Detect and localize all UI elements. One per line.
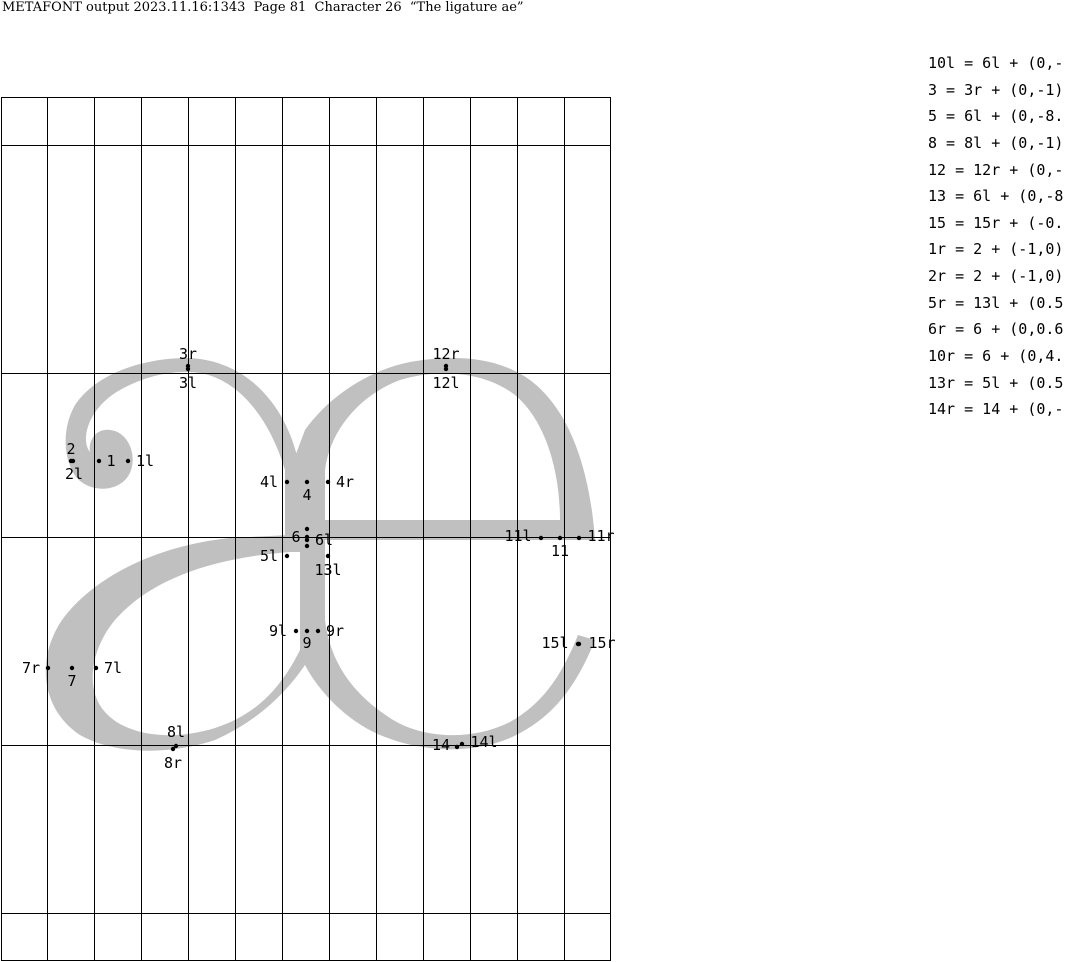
equation-line: 10l = 6l + (0,- xyxy=(928,54,1064,72)
point-12l-dot xyxy=(443,366,449,372)
point-5l-label: 5l xyxy=(260,547,278,565)
equation-line: 10r = 6 + (0,4. xyxy=(928,347,1064,366)
equation-line: 5 = 6l + (0,-8. xyxy=(928,107,1064,126)
point-8r-label: 8r xyxy=(164,754,182,772)
point-12r-label: 12r xyxy=(432,345,459,363)
point-4l-dot xyxy=(284,479,290,485)
point-4-dot xyxy=(304,479,310,485)
point-9l-dot xyxy=(293,628,299,634)
grid-border xyxy=(1,97,611,961)
equations-list: 10l = 6l + (0,- 3 = 3r + (0,-1) 5 = 6l + (… xyxy=(928,50,1091,423)
equation-line: 15 = 15r + (-0. xyxy=(928,213,1064,232)
glyph-a-top-hook xyxy=(65,358,301,540)
grid-lines xyxy=(1,97,611,961)
point-9r-label: 9r xyxy=(326,622,344,640)
point-9-label: 9 xyxy=(302,634,311,652)
point-8r-dot xyxy=(170,746,176,752)
point-11l-dot xyxy=(538,535,544,541)
point-13l-label: 13l xyxy=(314,561,341,579)
point-3l-label: 3l xyxy=(179,374,197,392)
header-program: METAFONT xyxy=(2,0,82,15)
point-4l-label: 4l xyxy=(260,473,278,491)
point-11-dot xyxy=(557,535,563,541)
point-15r-label: 15r xyxy=(588,634,615,652)
glyph-a-bowl xyxy=(45,357,596,751)
equation-line: 13 = 6l + (0,-8 xyxy=(928,187,1064,206)
equation-line: 6r = 6 + (0,0.6 xyxy=(928,320,1064,339)
point-2l-label: 2l xyxy=(65,465,83,483)
page-header: METAFONT output 2023.11.16:1343 Page 81 … xyxy=(2,0,524,16)
point-1l-dot xyxy=(125,458,131,464)
point-8l-dot xyxy=(173,743,179,749)
point-3r-label: 3r xyxy=(179,345,197,363)
point-4r-dot xyxy=(325,479,331,485)
point-14-label: 14 xyxy=(432,736,450,754)
point-11r-dot xyxy=(576,535,582,541)
point-14l-dot xyxy=(459,741,465,747)
equation-line: 12 = 12r + (0,- xyxy=(928,160,1064,179)
point-7l-dot xyxy=(93,665,99,671)
point-14-dot xyxy=(454,744,460,750)
equation-line: 14r = 14 + (0,- xyxy=(928,400,1064,419)
point-7l-label: 7l xyxy=(104,659,122,677)
point-14l-label: 14l xyxy=(470,733,497,751)
point-9-dot xyxy=(304,628,310,634)
point-7-label: 7 xyxy=(67,672,76,690)
equation-line: 5r = 13l + (0.5 xyxy=(928,293,1064,312)
point-9r-dot xyxy=(315,628,321,634)
equation-line: 3 = 3r + (0,-1) xyxy=(928,80,1064,99)
unlabeled-point-dot xyxy=(304,543,310,549)
header-text: output 2023.11.16:1343 Page 81 Character… xyxy=(86,0,524,15)
point-1-dot xyxy=(96,458,102,464)
point-2l-dot xyxy=(70,458,76,464)
point-13l-dot xyxy=(325,553,331,559)
point-7r-label: 7r xyxy=(22,659,40,677)
point-7-dot xyxy=(69,665,75,671)
point-15l-label: 15l xyxy=(541,634,568,652)
unlabeled-point-dot xyxy=(304,526,310,532)
point-11r-label: 11r xyxy=(587,527,614,545)
point-1-label: 1 xyxy=(106,452,115,470)
point-9l-label: 9l xyxy=(269,622,287,640)
point-12l-label: 12l xyxy=(432,374,459,392)
point-15r-dot xyxy=(576,641,582,647)
point-3l-dot xyxy=(185,366,191,372)
point-2-label: 2 xyxy=(66,440,75,458)
equation-line: 2r = 2 + (-1,0) xyxy=(928,267,1064,286)
point-11-label: 11 xyxy=(551,542,569,560)
equation-line: 1r = 2 + (-1,0) xyxy=(928,240,1064,259)
point-6l-label: 6l xyxy=(315,531,333,549)
glyph-shape xyxy=(45,357,596,751)
point-6l-dot xyxy=(304,537,310,543)
point-1l-label: 1l xyxy=(136,452,154,470)
point-4-label: 4 xyxy=(302,486,311,504)
point-11l-label: 11l xyxy=(504,527,531,545)
point-8l-label: 8l xyxy=(167,723,185,741)
point-6-label: 6 xyxy=(291,528,300,546)
point-5l-dot xyxy=(284,553,290,559)
point-7r-dot xyxy=(45,665,51,671)
equation-line: 8 = 8l + (0,-1) xyxy=(928,133,1064,152)
equation-line: 13r = 5l + (0.5 xyxy=(928,373,1064,392)
point-4r-label: 4r xyxy=(336,473,354,491)
